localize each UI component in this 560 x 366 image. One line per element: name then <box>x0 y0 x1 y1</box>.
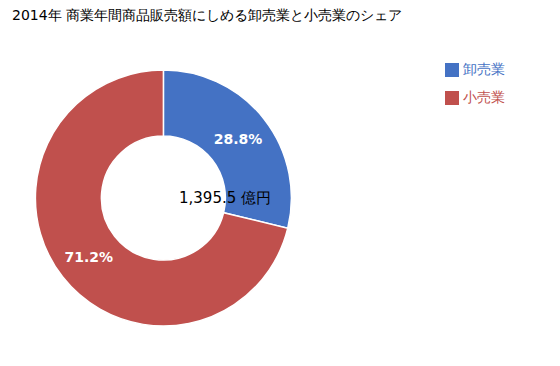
html-text:卸売業: 卸売業 <box>463 61 505 77</box>
svg-text:1,395.5 億円: 1,395.5 億円 <box>179 189 271 207</box>
svg-text:71.2%: 71.2% <box>64 249 113 265</box>
svg-text:28.8%: 28.8% <box>214 131 263 147</box>
html-text:小売業: 小売業 <box>463 89 505 105</box>
html-text:2014年 商業年間商品販売額にしめる卸売業と小売業のシェア: 2014年 商業年間商品販売額にしめる卸売業と小売業のシェア <box>12 7 403 23</box>
